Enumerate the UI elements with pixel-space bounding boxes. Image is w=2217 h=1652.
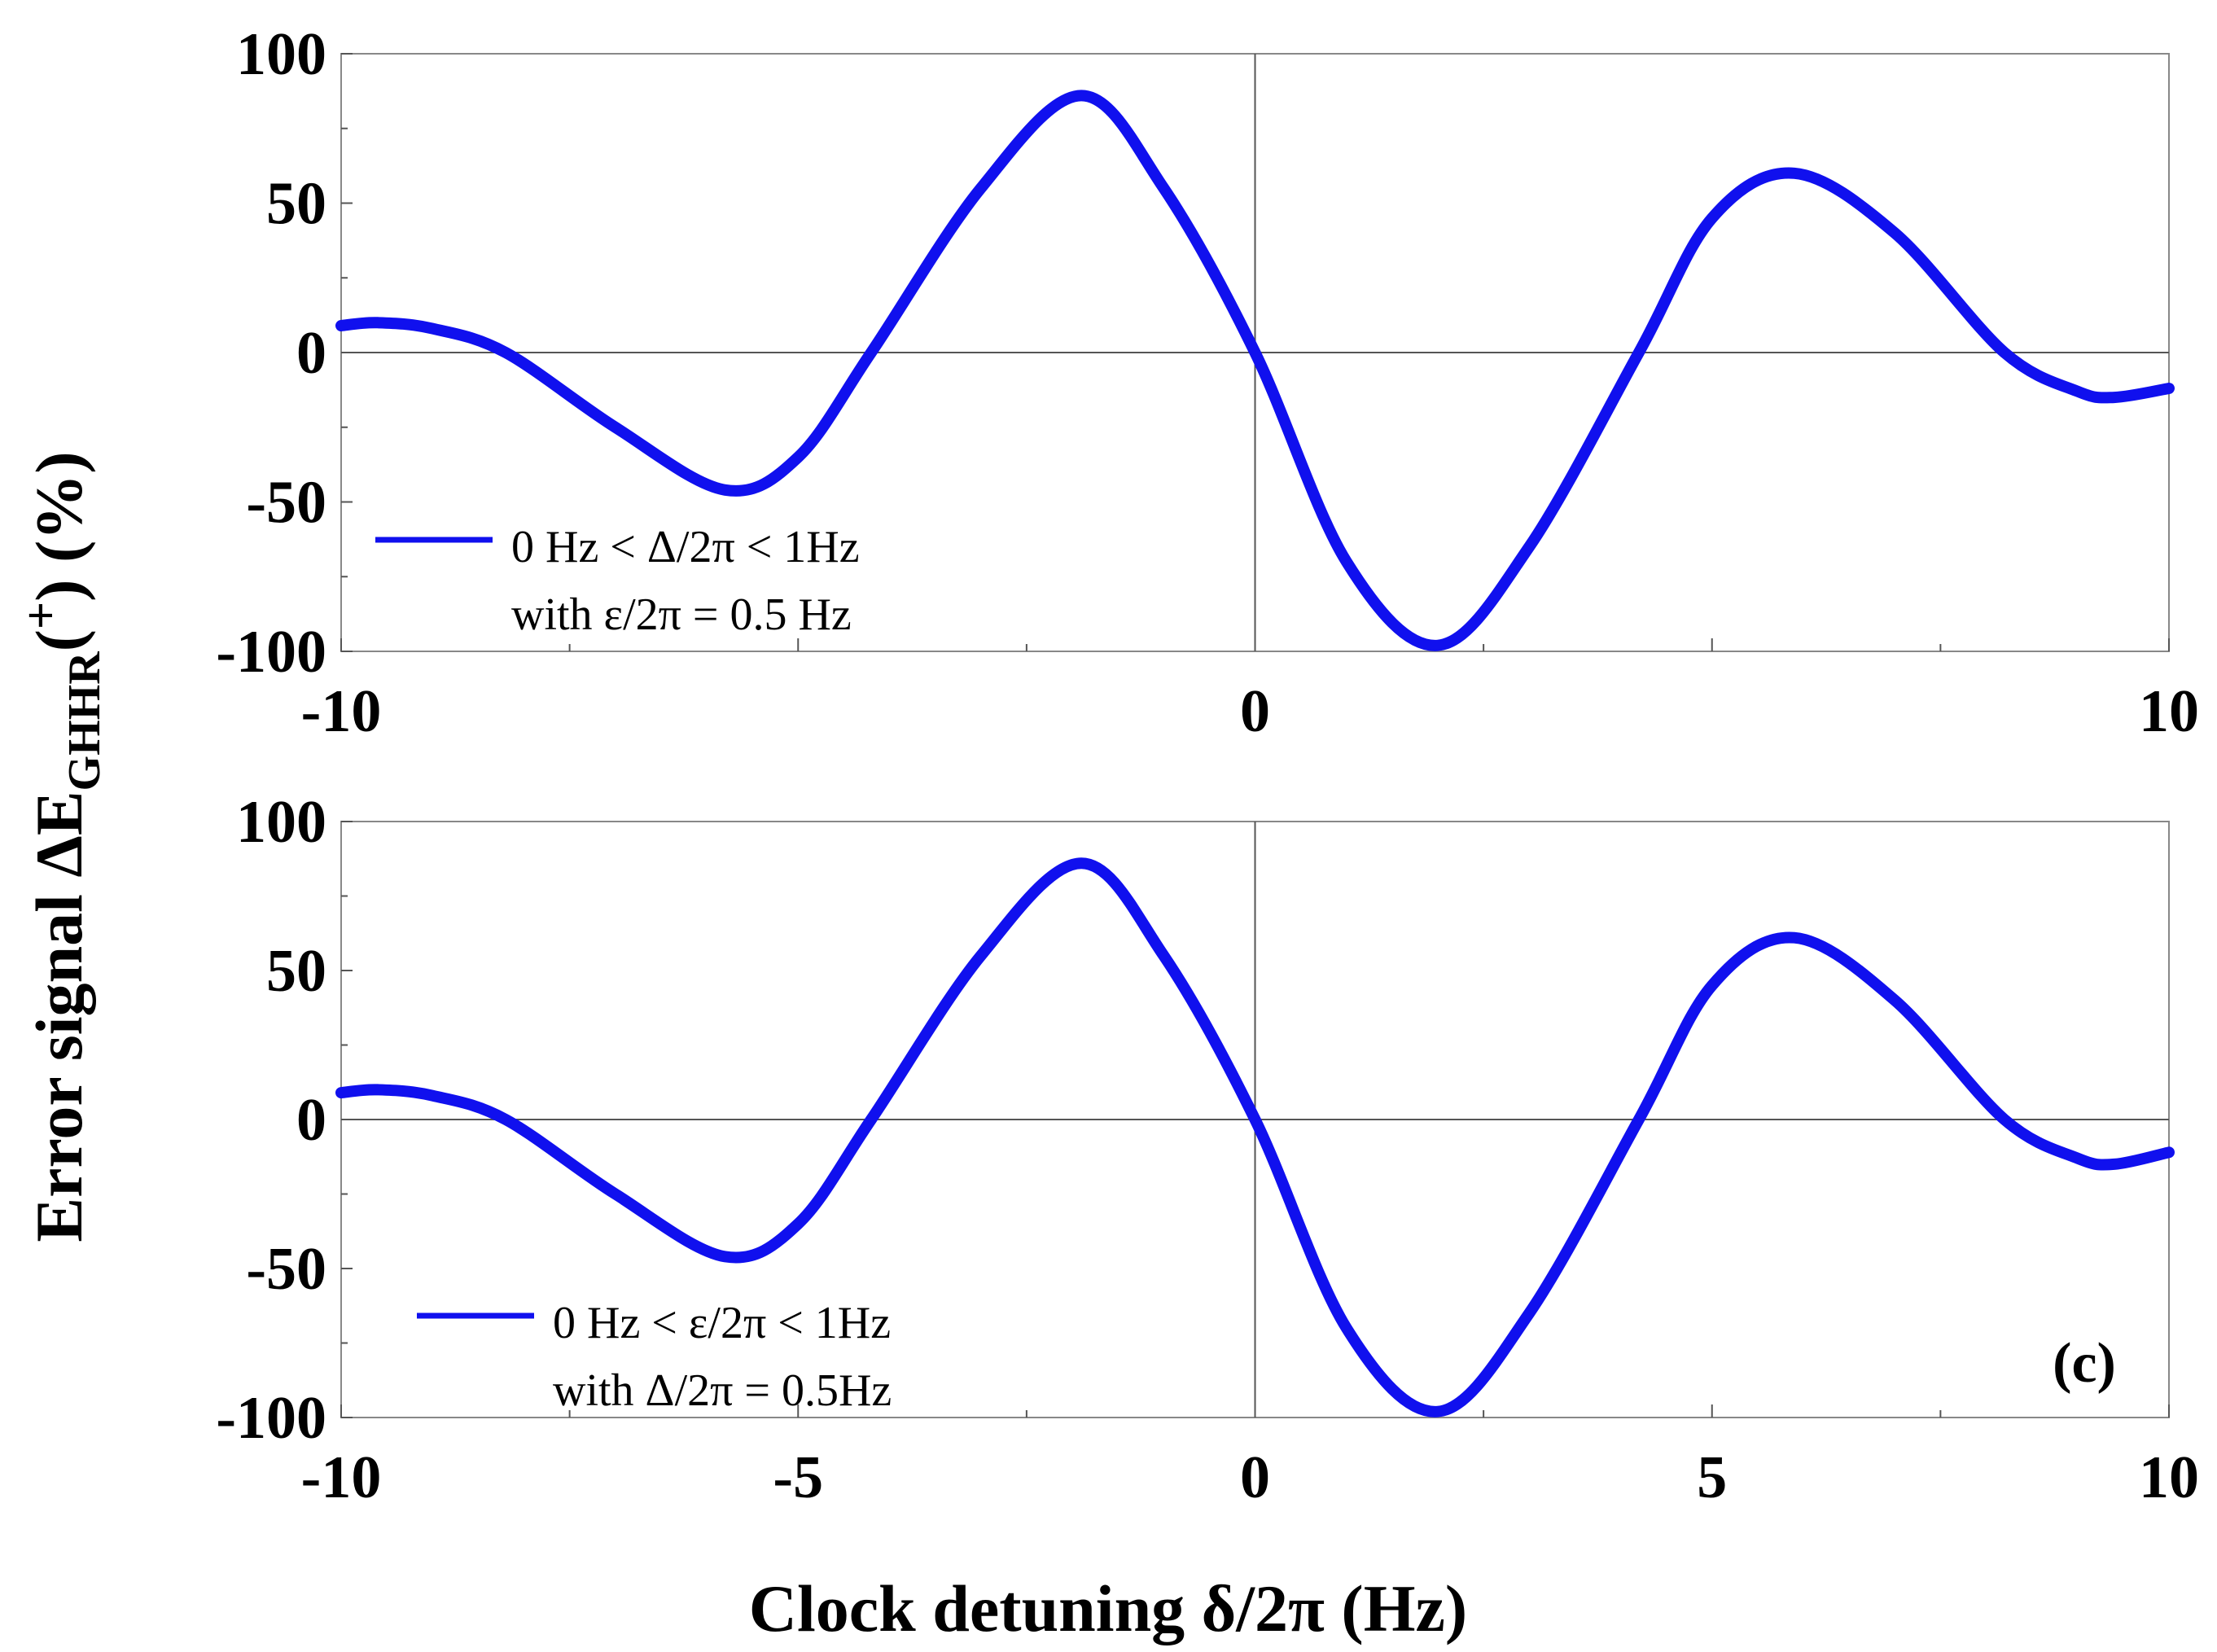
y-tick-label: 0 [296, 1087, 326, 1154]
x-axis-label: Clock detuning δ/2π (Hz) [749, 1571, 1467, 1645]
y-tick-label: 50 [266, 171, 326, 238]
legend-line-1: 0 Hz < Δ/2π < 1Hz [511, 522, 860, 572]
y-tick-label: 100 [236, 789, 326, 856]
y-tick-label: -50 [246, 470, 326, 537]
x-tick-label: 5 [1697, 1444, 1727, 1511]
y-tick-label: 50 [266, 938, 326, 1005]
y-tick-label: -100 [216, 619, 326, 686]
x-tick-label: 10 [2139, 678, 2199, 745]
x-tick-label: 0 [1240, 678, 1270, 745]
x-tick-label: 10 [2139, 1444, 2199, 1511]
x-tick-label: -5 [773, 1444, 823, 1511]
series-line [335, 90, 2175, 651]
x-tick-label: -10 [301, 1444, 382, 1511]
legend-line-2: with ε/2π = 0.5 Hz [511, 589, 852, 640]
series-line [335, 857, 2175, 1418]
y-axis-label-suffix: (%) [22, 451, 96, 579]
panel-label: (c) [2053, 1332, 2116, 1395]
y-axis-label: Error signal ΔEGHHR(+) (%) [14, 451, 110, 1242]
x-tick-label: -10 [301, 678, 382, 745]
x-tick-label: 0 [1240, 1444, 1270, 1511]
y-axis-label-superscript: + [14, 602, 68, 629]
legend-line-1: 0 Hz < ε/2π < 1Hz [553, 1298, 891, 1348]
y-tick-label: 0 [296, 320, 326, 387]
y-axis-label-subscript: GHHR [59, 651, 110, 791]
legend-line-2: with Δ/2π = 0.5Hz [553, 1365, 892, 1416]
y-axis-label-main: Error signal ΔE [22, 791, 96, 1242]
y-tick-label: -100 [216, 1385, 326, 1452]
y-tick-label: -50 [246, 1236, 326, 1303]
y-tick-label: 100 [236, 21, 326, 88]
